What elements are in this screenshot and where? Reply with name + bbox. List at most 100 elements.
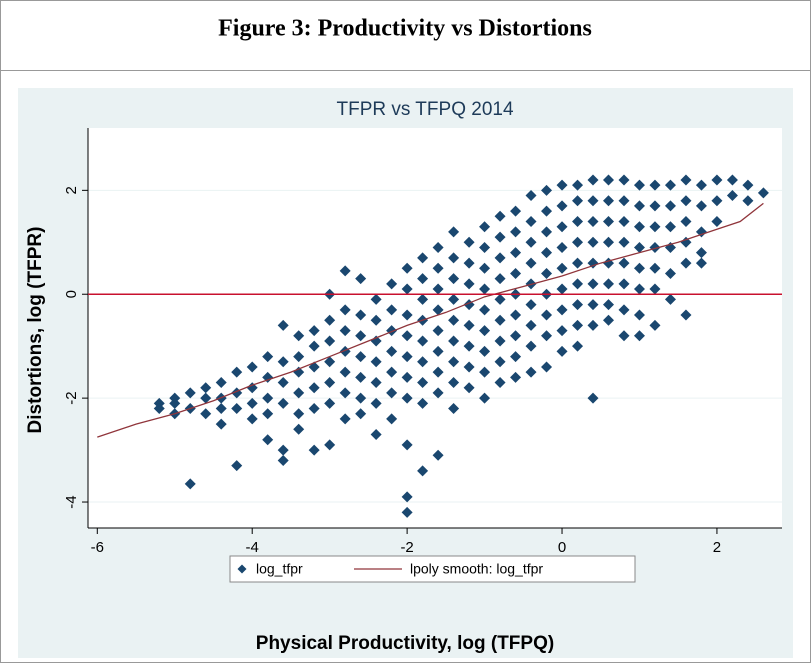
scatter-point: [556, 345, 568, 357]
scatter-point: [355, 273, 367, 285]
scatter-point: [695, 179, 707, 191]
scatter-point: [324, 397, 336, 409]
scatter-point: [494, 293, 506, 305]
scatter-point: [541, 309, 553, 321]
scatter-point: [525, 340, 537, 352]
scatter-point: [463, 382, 475, 394]
scatter-point: [417, 293, 429, 305]
scatter-point: [308, 403, 320, 415]
scatter-point: [246, 361, 258, 373]
scatter-point: [448, 377, 460, 389]
scatter-point: [494, 210, 506, 222]
scatter-point: [695, 226, 707, 238]
scatter-point: [603, 236, 614, 248]
scatter-point: [401, 506, 413, 518]
scatter-point: [618, 195, 630, 207]
scatter-point: [293, 330, 305, 342]
scatter-point: [417, 356, 429, 368]
scatter-point: [556, 325, 568, 337]
scatter-point: [293, 423, 305, 435]
scatter-point: [618, 304, 630, 316]
scatter-point: [448, 273, 460, 285]
scatter-point: [339, 366, 351, 378]
scatter-point: [525, 366, 537, 378]
scatter-point: [215, 377, 227, 389]
scatter-point: [386, 345, 398, 357]
scatter-point: [401, 371, 413, 383]
scatter-point: [432, 241, 444, 253]
scatter-point: [664, 293, 676, 305]
scatter-point: [355, 371, 367, 383]
scatter-point: [200, 408, 212, 420]
scatter-point: [587, 236, 599, 248]
scatter-point: [695, 257, 707, 269]
scatter-point: [587, 319, 599, 331]
scatter-point: [448, 314, 460, 326]
scatter-point: [510, 247, 522, 259]
scatter-point: [200, 382, 212, 394]
scatter-point: [649, 221, 661, 233]
plot-area: [88, 128, 782, 528]
scatter-point: [587, 216, 599, 228]
scatter-point: [370, 293, 382, 305]
scatter-point: [556, 304, 568, 316]
scatter-point: [432, 387, 444, 399]
scatter-point: [525, 319, 537, 331]
scatter-point: [293, 351, 305, 363]
scatter-point: [293, 366, 305, 378]
scatter-point: [680, 216, 692, 228]
scatter-point: [587, 257, 599, 269]
scatter-point: [432, 304, 444, 316]
x-tick-label: -2: [400, 539, 413, 556]
scatter-point: [277, 397, 289, 409]
scatter-point: [494, 335, 506, 347]
scatter-point: [603, 314, 614, 326]
scatter-point: [339, 413, 351, 425]
y-tick-label: -2: [63, 391, 80, 404]
scatter-point: [664, 267, 676, 279]
scatter-point: [308, 444, 320, 456]
scatter-point: [417, 335, 429, 347]
y-tick-label: -4: [63, 495, 80, 508]
scatter-point: [541, 330, 553, 342]
scatter-point: [603, 299, 614, 311]
scatter-point: [510, 205, 522, 217]
scatter-point: [479, 262, 491, 274]
scatter-point: [432, 325, 444, 337]
scatter-point: [479, 366, 491, 378]
scatter-point: [541, 184, 553, 196]
plot: -4 -2 0 2 -6 -4 -2 0 2: [63, 128, 782, 556]
scatter-point: [649, 319, 661, 331]
scatter-point: [680, 174, 692, 186]
scatter-point: [308, 340, 320, 352]
scatter-point: [525, 299, 537, 311]
scatter-point: [370, 335, 382, 347]
chart-title: TFPR vs TFPQ 2014: [336, 99, 513, 120]
scatter-point: [386, 278, 398, 290]
scatter-point: [355, 309, 367, 321]
scatter-point: [726, 190, 738, 202]
scatter-point: [463, 340, 475, 352]
scatter-point: [633, 309, 645, 321]
scatter-point: [510, 267, 522, 279]
scatter-point: [386, 366, 398, 378]
scatter-point: [494, 273, 506, 285]
y-tick-label: 0: [63, 290, 80, 298]
scatter-point: [355, 330, 367, 342]
legend-label: lpoly smooth: log_tfpr: [410, 561, 543, 577]
scatter-point: [324, 356, 336, 368]
scatter-point: [680, 195, 692, 207]
scatter-point: [556, 262, 568, 274]
scatter-point: [742, 179, 754, 191]
scatter-point: [633, 241, 645, 253]
scatter-point: [401, 439, 413, 451]
y-tick-label: 2: [63, 186, 80, 194]
scatter-point: [649, 200, 661, 212]
scatter-point: [339, 325, 351, 337]
scatter-point: [633, 200, 645, 212]
scatter-point: [587, 174, 599, 186]
scatter-point: [448, 356, 460, 368]
scatter-point: [479, 392, 491, 404]
scatter-point: [525, 257, 537, 269]
scatter-point: [572, 340, 584, 352]
